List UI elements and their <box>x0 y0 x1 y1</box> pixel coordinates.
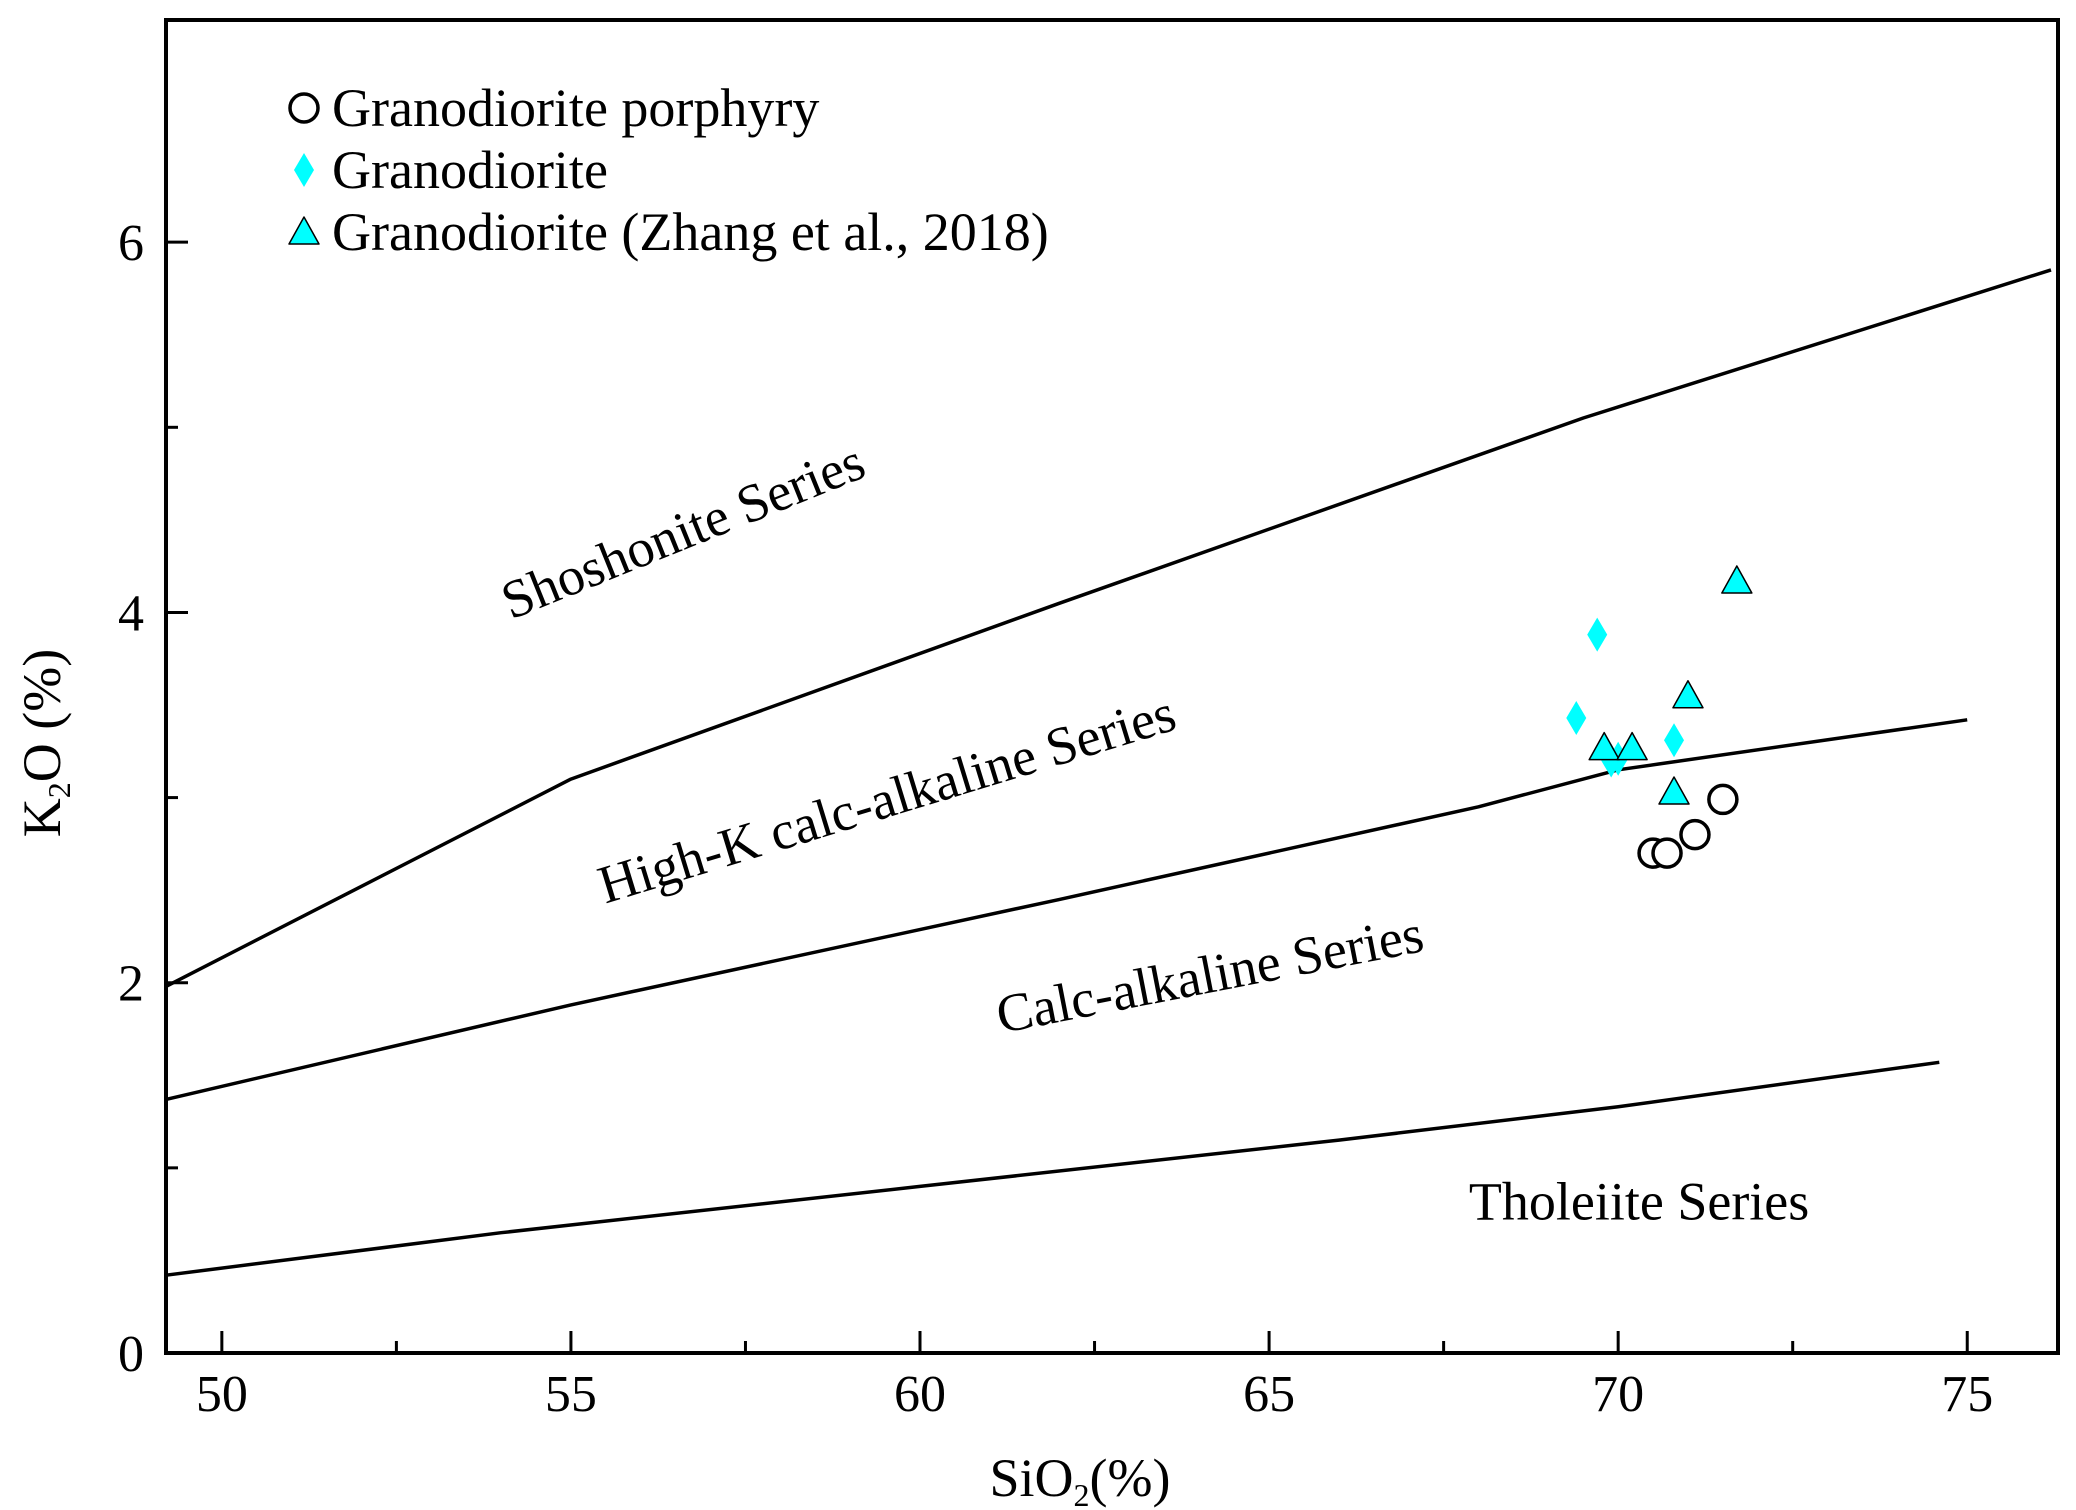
axis-ticks: 50 55 60 65 70 75 0 2 4 6 <box>118 215 1993 1423</box>
y-tick-label: 0 <box>118 1326 144 1383</box>
x-tick-label: 70 <box>1592 1366 1644 1423</box>
data-point <box>1588 731 1620 761</box>
high-k-boundary <box>165 718 1968 1102</box>
x-tick-label: 55 <box>545 1366 597 1423</box>
region-label: Tholeiite Series <box>1469 1172 1809 1232</box>
data-points <box>1566 565 1753 869</box>
legend-label: Granodiorite <box>332 140 608 200</box>
data-point <box>1587 617 1608 652</box>
plot-frame <box>164 18 2060 1355</box>
data-point <box>1664 723 1685 758</box>
legend-label: Granodiorite (Zhang et al., 2018) <box>332 202 1049 262</box>
data-point <box>1707 783 1739 816</box>
data-point <box>1658 776 1690 805</box>
data-point <box>1616 731 1648 761</box>
y-axis-label: K2O (%) <box>12 649 77 837</box>
y-tick-label: 6 <box>118 215 144 272</box>
legend: Granodiorite porphyryGranodioriteGranodi… <box>288 78 1049 262</box>
legend-marker <box>288 216 320 245</box>
data-point <box>1566 700 1587 735</box>
y-tick-label: 2 <box>118 956 144 1013</box>
x-tick-label: 60 <box>894 1366 946 1423</box>
legend-marker <box>294 153 314 187</box>
legend-label: Granodiorite porphyry <box>332 78 819 138</box>
x-tick-label: 65 <box>1243 1366 1295 1423</box>
data-point <box>1672 680 1704 709</box>
tholeiite-boundary <box>165 1060 1940 1277</box>
boundary-lines <box>165 268 2052 1277</box>
region-label: Shoshonite Series <box>493 431 873 631</box>
shoshonite-boundary <box>165 268 2052 988</box>
region-label: High-K calc-alkaline Series <box>591 683 1182 916</box>
y-tick-label: 4 <box>118 585 144 642</box>
data-point <box>1721 565 1753 594</box>
x-tick-label: 50 <box>196 1366 248 1423</box>
region-label: Calc-alkaline Series <box>991 904 1428 1046</box>
x-tick-label: 75 <box>1941 1366 1993 1423</box>
data-point <box>1679 818 1711 851</box>
data-point <box>1651 837 1683 869</box>
region-labels: Shoshonite Series High-K calc-alkaline Se… <box>493 431 1809 1232</box>
x-axis-label: SiO2(%) <box>990 1448 1171 1510</box>
legend-marker <box>288 92 320 124</box>
